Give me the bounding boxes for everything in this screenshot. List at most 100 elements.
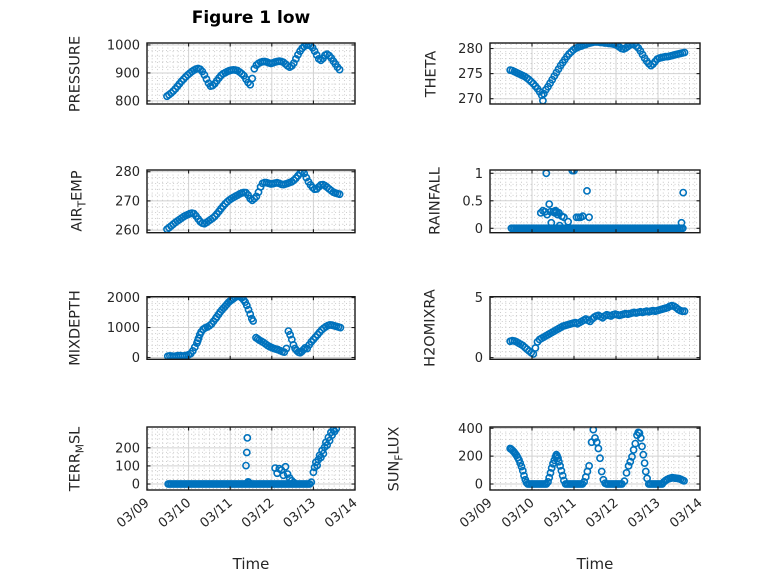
data-point — [639, 450, 648, 459]
data-point — [632, 43, 641, 50]
y-tick-label: 900 — [115, 66, 140, 81]
data-point — [289, 59, 298, 67]
data-point — [594, 444, 603, 453]
major-grid — [147, 43, 355, 104]
data-point — [305, 480, 314, 488]
subplot-rainfall: 00.51 — [462, 167, 701, 237]
data-point — [250, 194, 259, 203]
data-point — [640, 459, 649, 467]
y-tick-label: 2000 — [107, 291, 140, 306]
data-point — [279, 471, 288, 480]
y-tick-label: 280 — [458, 42, 483, 57]
y-tick-label: 0 — [132, 351, 140, 366]
data-point — [635, 429, 644, 437]
data-point — [620, 477, 629, 486]
axes-box — [146, 426, 356, 491]
y-tick-label: 270 — [115, 194, 140, 209]
axes-box — [146, 42, 356, 105]
data-point — [202, 75, 211, 83]
y-tick-label: 0.5 — [462, 194, 483, 209]
data-point — [554, 454, 562, 463]
y-tick-label: 260 — [115, 224, 140, 239]
xlabel-time-right: Time — [576, 555, 614, 573]
data-point — [597, 467, 606, 476]
ylabel-subscript: T — [76, 201, 89, 208]
data-point — [332, 427, 341, 433]
data-point — [312, 51, 321, 59]
data-point — [291, 55, 300, 63]
data-point — [628, 452, 636, 461]
data-point — [302, 173, 311, 182]
data-point — [539, 89, 548, 98]
axes-box — [489, 296, 701, 361]
x-tick-label: 03/12 — [239, 496, 277, 532]
data-point — [585, 213, 593, 222]
xlabel-time-left: Time — [232, 555, 270, 573]
ylabel-airtemp: AIRTEMP — [70, 171, 89, 232]
ylabel-mixdepth: MIXDEPTH — [68, 290, 87, 366]
y-tick-label: 200 — [458, 450, 483, 465]
y-tick-label: 1000 — [107, 321, 140, 336]
data-points-airtemp — [163, 170, 344, 233]
data-point — [286, 330, 294, 339]
data-point — [546, 468, 555, 477]
data-point — [194, 334, 203, 343]
data-point — [588, 43, 596, 47]
x-tick-label: 03/11 — [541, 496, 579, 532]
y-tick-label: 275 — [458, 67, 483, 82]
x-tick-label: 03/12 — [583, 496, 621, 532]
subplot-sunflux: 0 200 400 03/09 03/10 03/11 03/12 03/13 03/14 — [457, 422, 705, 531]
ylabel-pressure: PRESSURE — [68, 35, 87, 111]
data-point — [190, 343, 199, 352]
data-point — [312, 185, 321, 193]
data-point — [527, 77, 536, 86]
figure-title: Figure 1 low — [191, 8, 311, 28]
y-tick-label: 0 — [475, 351, 483, 366]
data-point — [680, 476, 688, 485]
ylabel-text: SL — [67, 426, 84, 444]
major-grid — [147, 296, 355, 360]
ylabel-theta: THETA — [424, 50, 443, 97]
ylabel-text: AIR — [69, 207, 86, 232]
y-tick-label: 5 — [475, 291, 483, 306]
x-tick-label: 03/14 — [667, 496, 705, 532]
tick-marks — [146, 427, 356, 490]
subplot-h2omixra: 05 — [475, 291, 701, 366]
data-point — [547, 464, 556, 472]
data-point — [281, 462, 290, 471]
data-point — [622, 468, 631, 477]
data-point — [520, 471, 528, 480]
data-point — [246, 310, 255, 318]
ylabel-subscript: F — [393, 454, 406, 461]
data-point — [309, 468, 318, 477]
x-tick-label: 03/09 — [114, 496, 152, 532]
axes-box — [489, 426, 701, 491]
data-point — [556, 461, 564, 470]
x-tick-label: 03/10 — [499, 496, 537, 532]
ylabel-text: PRESSURE — [67, 35, 84, 112]
minor-grid — [491, 171, 699, 232]
data-point — [244, 305, 253, 314]
ylabel-rainfall: RAINFALL — [428, 168, 447, 236]
x-tick-label: 03/11 — [197, 496, 235, 532]
tick-marks — [489, 296, 701, 360]
ylabel-text: MIXDEPTH — [67, 290, 84, 366]
y-tick-label: 0 — [475, 478, 483, 493]
data-point — [680, 48, 689, 57]
data-point — [282, 344, 291, 353]
data-point — [283, 470, 292, 478]
data-point — [287, 476, 296, 485]
data-point — [680, 307, 689, 316]
ylabel-text: LUX — [386, 426, 403, 455]
data-point — [596, 454, 604, 463]
data-point — [679, 188, 688, 197]
data-point — [517, 462, 526, 471]
x-tick-label: 03/13 — [281, 496, 319, 532]
ylabel-text: SUN — [386, 460, 403, 491]
data-point — [335, 65, 344, 74]
data-point — [248, 74, 257, 83]
data-point — [558, 471, 567, 480]
data-point — [516, 459, 525, 467]
ylabel-subscript: M — [74, 443, 87, 453]
